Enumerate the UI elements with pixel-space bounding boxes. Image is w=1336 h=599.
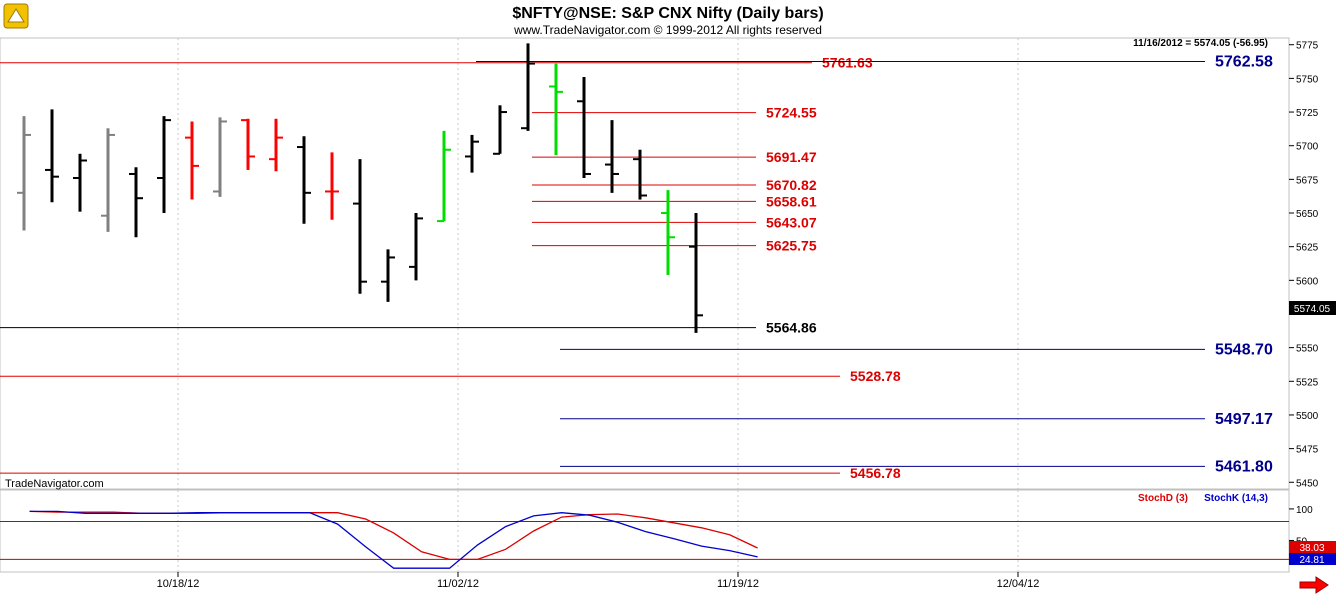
x-tick-label: 12/04/12 [997,578,1040,590]
chart-title: $NFTY@NSE: S&P CNX Nifty (Daily bars) [512,5,823,22]
x-tick-label: 11/19/12 [717,578,759,590]
grid [177,38,1019,572]
y-tick-label: 5675 [1296,175,1319,186]
level-lines: 5761.63 5762.58 5724.55 5691.47 5670.825658.… [0,53,1273,481]
last-bar-readout: 11/16/2012 = 5574.05 (-56.95) [1133,38,1268,49]
level-label: 5564.86 [766,320,817,336]
stochk-value-tag [1289,553,1336,565]
level-label: 5762.58 [1215,53,1273,70]
x-tick-label: 11/02/12 [437,578,479,590]
y-tick-label: 5700 [1296,142,1319,153]
price-panel-frame [0,37,1290,490]
y-tick-label: 5500 [1296,411,1319,422]
y-tick-label: 5475 [1296,445,1319,456]
level-label: 5497.17 [1215,411,1273,428]
stoch-y-tick-label: 100 [1296,505,1313,516]
y-tick-label: 5650 [1296,209,1319,220]
level-label: 5461.80 [1215,458,1273,475]
price-bars [17,43,703,333]
legend-stochd: StochD (3) [1138,493,1188,504]
y-tick-label: 5775 [1296,41,1319,52]
stochd-value: 38.03 [1299,543,1324,554]
stochastic-lines [0,510,1289,569]
level-label: 5691.47 [766,149,817,165]
y-tick-label: 5625 [1296,243,1319,254]
level-label: 5670.82 [766,177,817,193]
stochd-value-tag [1289,541,1336,553]
level-label: 5456.78 [850,465,901,481]
y-tick-label: 5725 [1296,108,1319,119]
axes: 10/18/12 11/02/12 11/19/12 12/04/12 5775 5750… [157,41,1319,590]
y-tick-label: 5450 [1296,478,1319,489]
scroll-right-arrow-icon[interactable] [1299,576,1329,594]
logo-icon[interactable] [3,3,29,29]
level-label: 5643.07 [766,214,817,230]
y-tick-label: 5550 [1296,344,1319,355]
last-price-label: 5574.05 [1294,304,1331,315]
stochk-value: 24.81 [1299,555,1324,566]
stochk-line [29,510,758,569]
level-label: 5548.70 [1215,341,1273,358]
watermark-text: TradeNavigator.com [5,478,104,490]
last-price-tag [1289,301,1336,315]
level-label: 5724.55 [766,105,817,121]
legend-stochk: StochK (14,3) [1204,493,1268,504]
y-tick-label: 5525 [1296,377,1319,388]
level-label: 5658.61 [766,193,817,209]
y-tick-label: 5750 [1296,74,1319,85]
copyright-text: www.TradeNavigator.com © 1999-2012 All r… [513,23,822,37]
level-label: 5625.75 [766,238,817,254]
x-tick-label: 10/18/12 [157,578,200,590]
level-label: 5528.78 [850,368,901,384]
y-tick-label: 5600 [1296,276,1319,287]
level-label: 5761.63 [822,55,873,71]
